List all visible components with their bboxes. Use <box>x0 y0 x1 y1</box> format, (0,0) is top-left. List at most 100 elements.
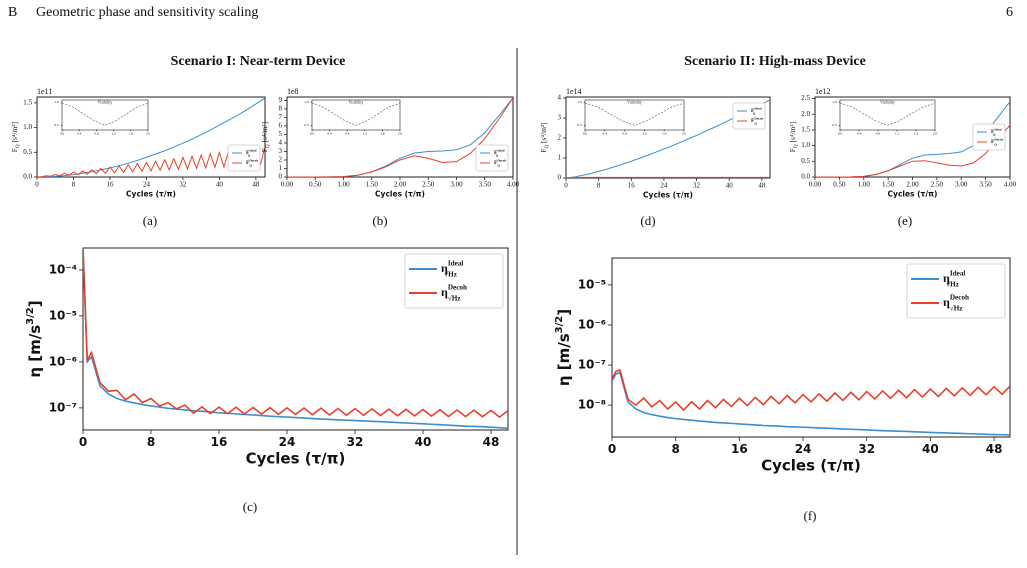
y-tick-label: 1.5 <box>801 126 810 134</box>
y-tick-label: 1.0 <box>832 100 837 104</box>
x-tick-label: 16 <box>731 442 748 456</box>
x-axis-label: Cycles (τ/π) <box>375 190 425 199</box>
legend-box <box>227 144 261 172</box>
y-tick-label: 2 <box>558 134 562 142</box>
y-axis-label-part: Q <box>266 144 271 148</box>
x-tick-label: 40 <box>726 182 734 190</box>
legend-box <box>404 253 504 309</box>
x-tick-label: 24 <box>660 182 668 190</box>
x-tick-label: 3.00 <box>450 181 463 189</box>
y-axis-label-part: F <box>539 149 548 153</box>
y-axis-label: η [m/s3/2] <box>554 309 573 386</box>
y-axis-label: η [m/s3/2] <box>25 300 44 377</box>
legend-symbol: F <box>991 129 995 135</box>
y-tick-label: 1.0 <box>54 100 59 104</box>
x-tick-label: 0.4 <box>77 131 82 135</box>
y-tick-label: 7 <box>279 113 283 121</box>
x-tick-label: 48 <box>986 442 1003 456</box>
section-number: B <box>8 5 17 20</box>
x-axis-label: Cycles (τ/π) <box>126 190 176 199</box>
inset-frame <box>61 99 149 131</box>
x-tick-label: 0.50 <box>833 181 846 189</box>
x-axis-label: Cycles (τ/π) <box>761 457 861 475</box>
y-tick-label: 3 <box>279 147 283 155</box>
y-tick-label: 1 <box>279 164 283 172</box>
x-tick-label: 0.00 <box>281 181 294 189</box>
x-tick-label: 40 <box>922 442 939 456</box>
scenario-title: Scenario II: High-mass Device <box>684 54 866 69</box>
legend-label: ηIdeal √Hz <box>943 269 965 288</box>
x-tick-label: 2.50 <box>931 181 944 189</box>
x-tick-label: 2.0 <box>682 131 687 135</box>
legend-subscript: Q <box>754 121 757 125</box>
y-axis-label: FQ [s⁴/m²] <box>260 122 271 152</box>
y-axis-label-part: η [m/s <box>555 333 573 386</box>
y-tick-label: 0.5 <box>304 123 309 127</box>
x-tick-label: 0.50 <box>309 181 322 189</box>
x-tick-label: 1.6 <box>129 131 134 135</box>
y-axis-label-part: F <box>260 148 269 152</box>
y-axis-label-part: [s⁴/m²] <box>10 122 19 145</box>
legend-box <box>906 263 1006 319</box>
y-tick-label: 4 <box>558 94 562 102</box>
legend-subscript: Q <box>249 163 252 167</box>
y-tick-label: 1.5 <box>23 99 32 107</box>
y-tick-label: 2 <box>279 156 283 164</box>
x-tick-label: 2.50 <box>422 181 435 189</box>
x-tick-label: 40 <box>415 435 432 449</box>
x-tick-label: 3.00 <box>955 181 968 189</box>
legend-subscript: Q <box>753 111 756 115</box>
x-tick-label: 3.50 <box>479 181 492 189</box>
legend-name: Decoh <box>754 116 763 120</box>
y-axis-label-part: Q <box>545 145 550 149</box>
legend-name: Ideal <box>249 148 256 152</box>
y-tick-label: 0.5 <box>832 123 837 127</box>
inset-title: Visibility <box>627 99 642 104</box>
y-tick-label: 0.5 <box>23 148 32 156</box>
series-line <box>585 102 684 126</box>
legend-subscript: √Hz <box>950 304 964 312</box>
x-tick-label: 8 <box>597 182 601 190</box>
x-tick-label: 2.0 <box>398 131 403 135</box>
offset-label: 1e12 <box>815 87 831 96</box>
x-tick-label: 2.00 <box>394 181 407 189</box>
y-axis-label: FQ [s⁴/m²] <box>10 122 21 152</box>
x-tick-label: 0.0 <box>583 131 588 135</box>
x-tick-label: 0.0 <box>838 131 843 135</box>
legend-label: FDecoh Q <box>246 158 258 167</box>
series-line <box>287 97 513 177</box>
y-axis-label-part: [s⁴/m²] <box>260 122 269 145</box>
x-tick-label: 32 <box>693 182 701 190</box>
legend-label: FDecoh Q <box>991 137 1003 146</box>
subfigure-caption: (a) <box>143 213 157 228</box>
x-axis-label: Cycles (τ/π) <box>888 190 938 199</box>
y-axis-label-part: Q <box>16 144 21 148</box>
legend-symbol: η <box>441 261 448 275</box>
inset-frame <box>311 99 401 131</box>
series-line <box>815 124 1010 177</box>
legend-label: ηDecoh √Hz <box>943 293 969 312</box>
series-line <box>37 97 265 177</box>
offset-label: 1e11 <box>37 87 52 96</box>
x-tick-label: 1.2 <box>363 131 368 135</box>
legend-subscript: √Hz <box>444 270 458 278</box>
legend-symbol: F <box>751 118 755 124</box>
y-tick-label: 1.0 <box>577 100 582 104</box>
x-tick-label: 1.2 <box>895 131 900 135</box>
x-tick-label: 40 <box>216 181 224 189</box>
legend-label: ηIdeal √Hz <box>441 259 463 278</box>
y-axis-label-part: [s⁴/m²] <box>788 122 797 145</box>
legend-box <box>475 144 509 172</box>
x-tick-label: 24 <box>279 435 296 449</box>
legend-name: Decoh <box>950 293 969 301</box>
x-tick-label: 16 <box>211 435 228 449</box>
x-tick-label: 0.8 <box>622 131 627 135</box>
x-tick-label: 2.0 <box>146 131 151 135</box>
y-axis-label-part: [s⁴/m²] <box>539 122 548 145</box>
y-tick-label: 10⁻⁸ <box>578 398 606 412</box>
legend-symbol: η <box>943 295 950 309</box>
subfigure-caption: (b) <box>372 213 387 228</box>
legend-name: Decoh <box>994 137 1003 141</box>
x-tick-label: 32 <box>179 181 187 189</box>
x-axis-label: Cycles (τ/π) <box>246 450 346 468</box>
